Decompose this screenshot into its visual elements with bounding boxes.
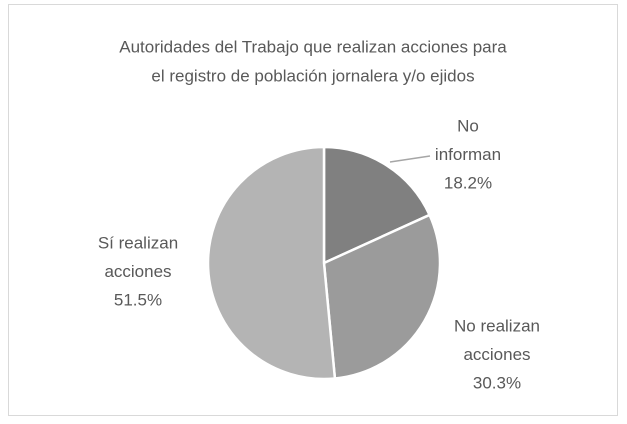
- pie-slice: [206, 145, 337, 381]
- slice-label: No: [457, 116, 479, 135]
- slice-label: No realizan: [454, 316, 540, 335]
- leader-line: [389, 155, 431, 163]
- value-label: 30.3%: [473, 373, 521, 392]
- pie-slice: [322, 213, 442, 380]
- slice-label: Sí realizan: [98, 233, 178, 252]
- slice-label: informan: [435, 145, 501, 164]
- pie-slice: [322, 145, 432, 265]
- slice-label: acciones: [463, 345, 530, 364]
- chart-title: Autoridades del Trabajo que realizan acc…: [119, 37, 507, 56]
- value-label: 18.2%: [444, 173, 492, 192]
- chart-title: el registro de población jornalera y/o e…: [151, 66, 474, 85]
- slice-label: acciones: [104, 262, 171, 281]
- value-label: 51.5%: [114, 290, 162, 309]
